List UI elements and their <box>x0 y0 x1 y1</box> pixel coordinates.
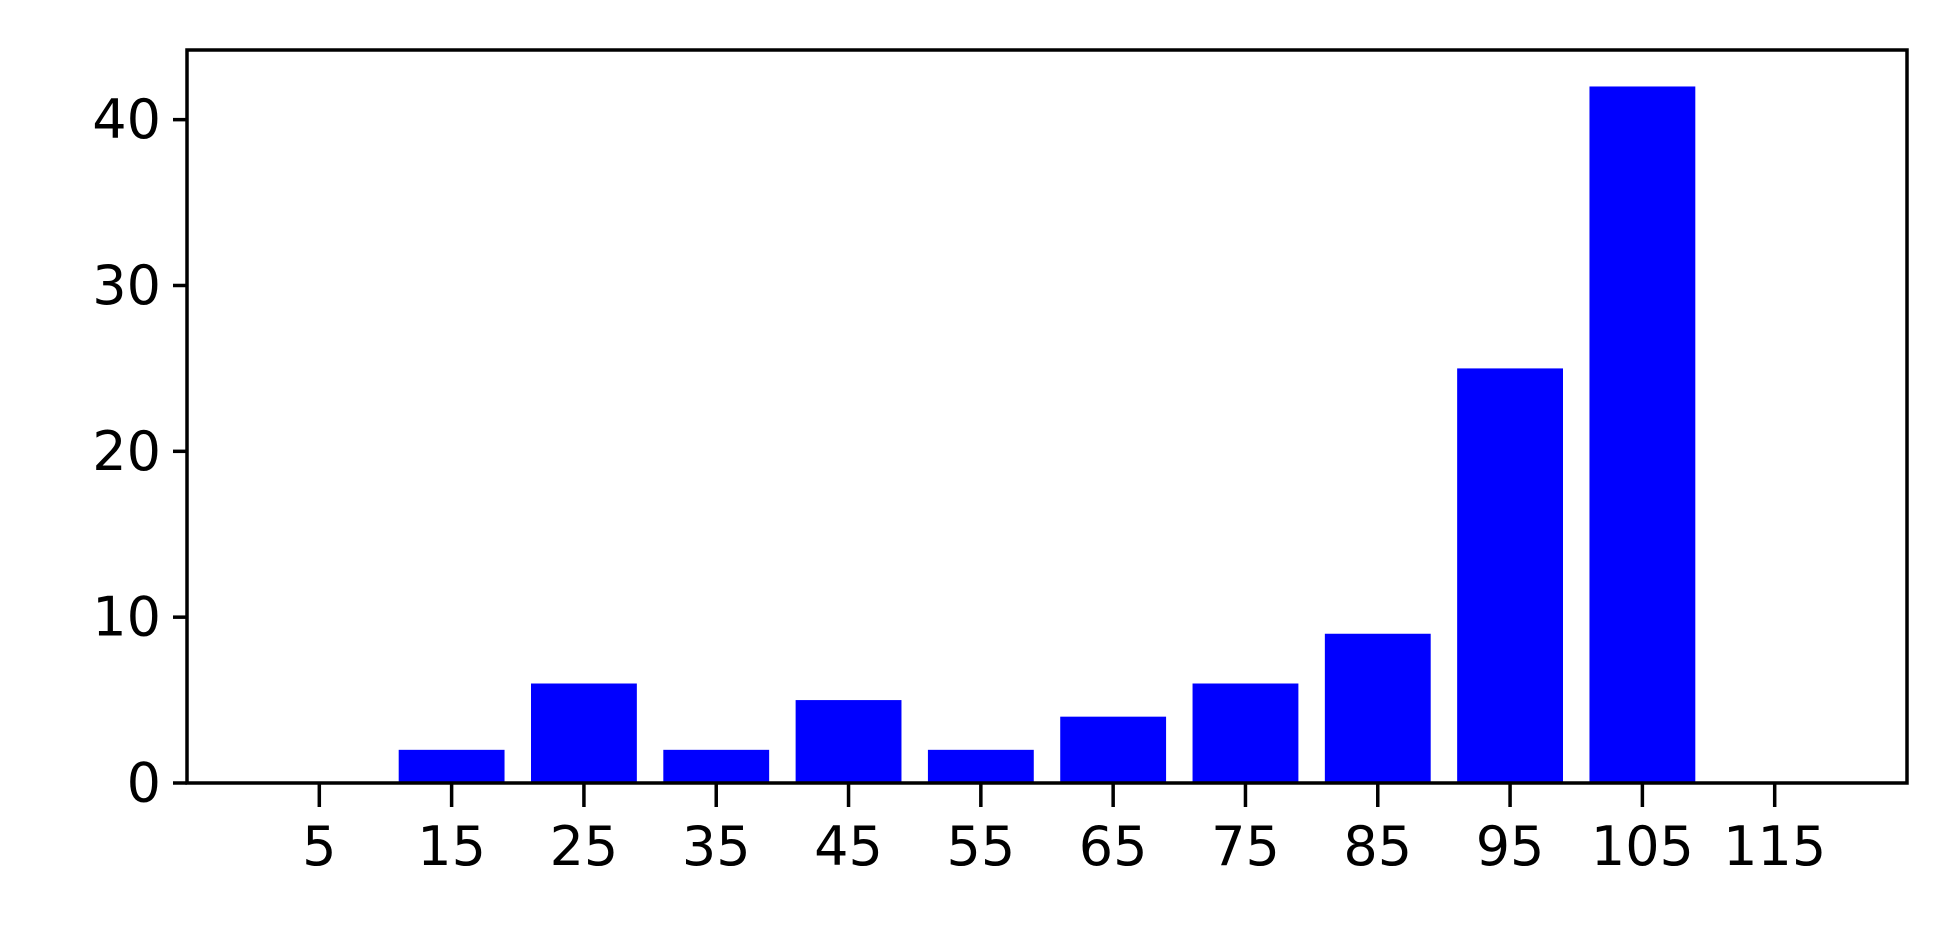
bar-95 <box>1457 368 1563 783</box>
y-tick-label: 20 <box>92 420 161 483</box>
x-tick-label: 35 <box>682 815 751 878</box>
x-tick-label: 75 <box>1211 815 1280 878</box>
bar-105 <box>1589 86 1696 784</box>
bars-group <box>398 86 1696 784</box>
x-tick-label: 65 <box>1079 815 1148 878</box>
y-tick-label: 40 <box>92 88 161 151</box>
x-tick-label: 115 <box>1723 815 1826 878</box>
x-tick-label: 55 <box>946 815 1015 878</box>
x-axis: 5 15 25 35 45 55 65 75 85 95 105 115 <box>302 783 1826 878</box>
x-tick-label: 95 <box>1476 815 1545 878</box>
bar-25 <box>531 683 637 783</box>
bar-75 <box>1192 683 1299 783</box>
bar-15 <box>398 749 505 783</box>
bar-35 <box>663 749 770 783</box>
bar-65 <box>1060 716 1167 783</box>
x-tick-label: 25 <box>550 815 619 878</box>
y-tick-label: 10 <box>92 586 161 649</box>
x-tick-label: 45 <box>814 815 883 878</box>
x-tick-label: 15 <box>417 815 486 878</box>
y-axis: 0 10 20 30 40 <box>92 88 187 815</box>
y-tick-label: 0 <box>127 752 161 815</box>
bar-85 <box>1324 633 1431 783</box>
x-tick-label: 85 <box>1343 815 1412 878</box>
plot-frame <box>185 48 1909 785</box>
x-tick-label: 105 <box>1591 815 1694 878</box>
y-tick-label: 30 <box>92 254 161 317</box>
bar-55 <box>927 749 1034 783</box>
bar-45 <box>795 700 902 783</box>
x-tick-label: 5 <box>302 815 336 878</box>
